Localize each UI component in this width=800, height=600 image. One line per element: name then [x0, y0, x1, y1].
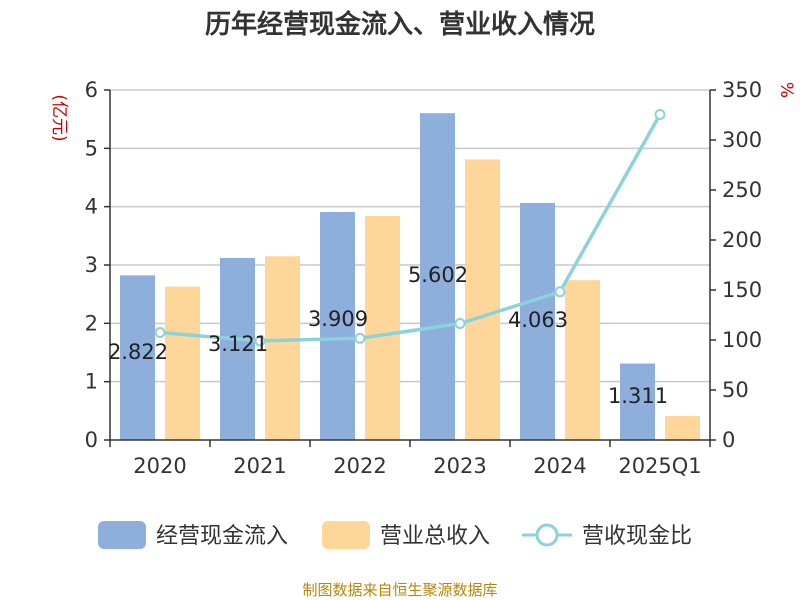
left-axis-tick-label: 0: [85, 428, 98, 452]
right-axis-tick-label: 350: [722, 78, 762, 102]
revenue-cash-ratio-point: [354, 332, 366, 344]
legend-label-revenue: 营业总收入: [380, 524, 490, 549]
right-axis-tick-label: 250: [722, 178, 762, 202]
line-layer: [154, 109, 666, 347]
left-axis-tick-label: 3: [85, 253, 98, 277]
cash-inflow-bar: [120, 275, 155, 440]
cash-inflow-bar: [520, 202, 555, 440]
x-axis-tick-label: 2024: [533, 454, 586, 478]
cash-inflow-data-label: 5.602: [408, 263, 468, 287]
revenue-cash-ratio-point: [254, 335, 266, 347]
x-axis-tick-label: 2020: [133, 454, 186, 478]
legend-swatch-revenue: [322, 521, 370, 549]
right-axis-tick-label: 0: [722, 428, 735, 452]
revenue-bar: [665, 416, 700, 440]
left-axis-tick-label: 6: [85, 78, 98, 102]
revenue-bar: [565, 280, 600, 440]
right-axis-tick-label: 300: [722, 128, 762, 152]
x-axis-tick-label: 2023: [433, 454, 486, 478]
bars-layer: [120, 113, 700, 440]
left-axis-unit: (亿元): [49, 94, 69, 141]
chart-title: 历年经营现金流入、营业收入情况: [205, 9, 595, 40]
right-axis-tick-label: 100: [722, 328, 762, 352]
legend-swatch-ratio-marker: [535, 523, 559, 547]
cash-inflow-bar: [220, 257, 255, 440]
left-axis-tick-label: 5: [85, 136, 98, 160]
right-axis-tick-label: 50: [722, 378, 749, 402]
data-source-note: 制图数据来自恒生聚源数据库: [302, 581, 497, 599]
legend-swatch-cash-inflow: [98, 521, 146, 549]
revenue-bar: [165, 286, 200, 440]
cash-inflow-data-label: 2.822: [108, 340, 168, 364]
right-axis-tick-label: 150: [722, 278, 762, 302]
revenue-cash-ratio-point: [154, 327, 166, 338]
x-axis-tick-label: 2025Q1: [618, 454, 701, 478]
revenue-cash-ratio-line: [159, 113, 662, 343]
grid-lines: [110, 89, 710, 383]
revenue-bar: [465, 159, 500, 440]
data-labels-layer: 2.822 3.121 3.909 5.602 4.063 1.311: [108, 263, 668, 408]
revenue-cash-ratio-point: [554, 286, 566, 298]
right-axis-unit: %: [776, 82, 796, 98]
cash-inflow-data-label: 3.909: [308, 307, 368, 331]
revenue-cash-ratio-point: [654, 109, 666, 120]
cash-inflow-data-label: 1.311: [608, 384, 668, 408]
axes-layer: 0 1 2 3 4 5 6 0 50 100 150 200 250 300 350 2020 2021 2022…: [85, 78, 762, 478]
cash-inflow-bar: [420, 113, 455, 440]
legend-label-ratio: 营收现金比: [582, 524, 692, 549]
cash-inflow-bar: [320, 211, 355, 440]
left-axis-tick-label: 1: [85, 370, 98, 394]
legend: 经营现金流入 营业总收入 营收现金比: [98, 521, 692, 549]
x-axis-tick-label: 2021: [233, 454, 286, 478]
cash-inflow-bar: [620, 363, 655, 440]
revenue-bar: [365, 216, 400, 440]
revenue-bar: [265, 256, 300, 440]
right-axis-tick-label: 200: [722, 228, 762, 252]
left-axis-tick-label: 2: [85, 311, 98, 335]
legend-label-cash-inflow: 经营现金流入: [156, 524, 288, 549]
cash-inflow-data-label: 3.121: [208, 332, 268, 356]
revenue-cash-ratio-point: [454, 318, 466, 329]
x-axis-tick-label: 2022: [333, 454, 386, 478]
cash-inflow-data-label: 4.063: [508, 308, 568, 332]
left-axis-tick-label: 4: [85, 195, 98, 219]
